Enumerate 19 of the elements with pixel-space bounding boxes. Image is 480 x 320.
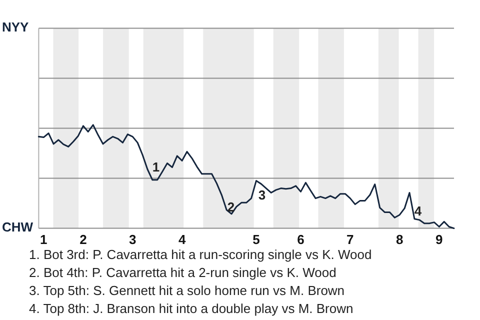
annotation: 1 bbox=[152, 159, 160, 174]
annotation: 2 bbox=[227, 199, 235, 214]
text: 4. Top 8th: J. Branson hit into a double play vs M. Brown bbox=[29, 301, 354, 316]
text: 1. Bot 3rd: P. Cavarretta hit a run-scoring single vs K. Wood bbox=[29, 247, 372, 262]
x-tick-label: 1 bbox=[40, 232, 48, 247]
text: NYY bbox=[2, 20, 30, 35]
text: 2. Bot 4th: P. Cavarretta hit a 2-run single vs K. Wood bbox=[29, 265, 336, 280]
x-tick-label: 6 bbox=[297, 232, 304, 247]
x-tick-label: 7 bbox=[346, 232, 354, 247]
text: 3. Top 5th: S. Gennett hit a solo home run vs M. Brown bbox=[29, 283, 345, 298]
x-tick-label: 3 bbox=[129, 232, 136, 247]
x-tick-label: 2 bbox=[80, 232, 87, 247]
annotation: 3 bbox=[258, 187, 266, 202]
x-tick-label: 4 bbox=[178, 232, 186, 247]
x-tick-label: 9 bbox=[436, 232, 443, 247]
text: CHW bbox=[2, 220, 34, 235]
x-tick-label: 8 bbox=[396, 232, 404, 247]
x-tick-label: 5 bbox=[252, 232, 260, 247]
annotation: 4 bbox=[414, 203, 422, 218]
